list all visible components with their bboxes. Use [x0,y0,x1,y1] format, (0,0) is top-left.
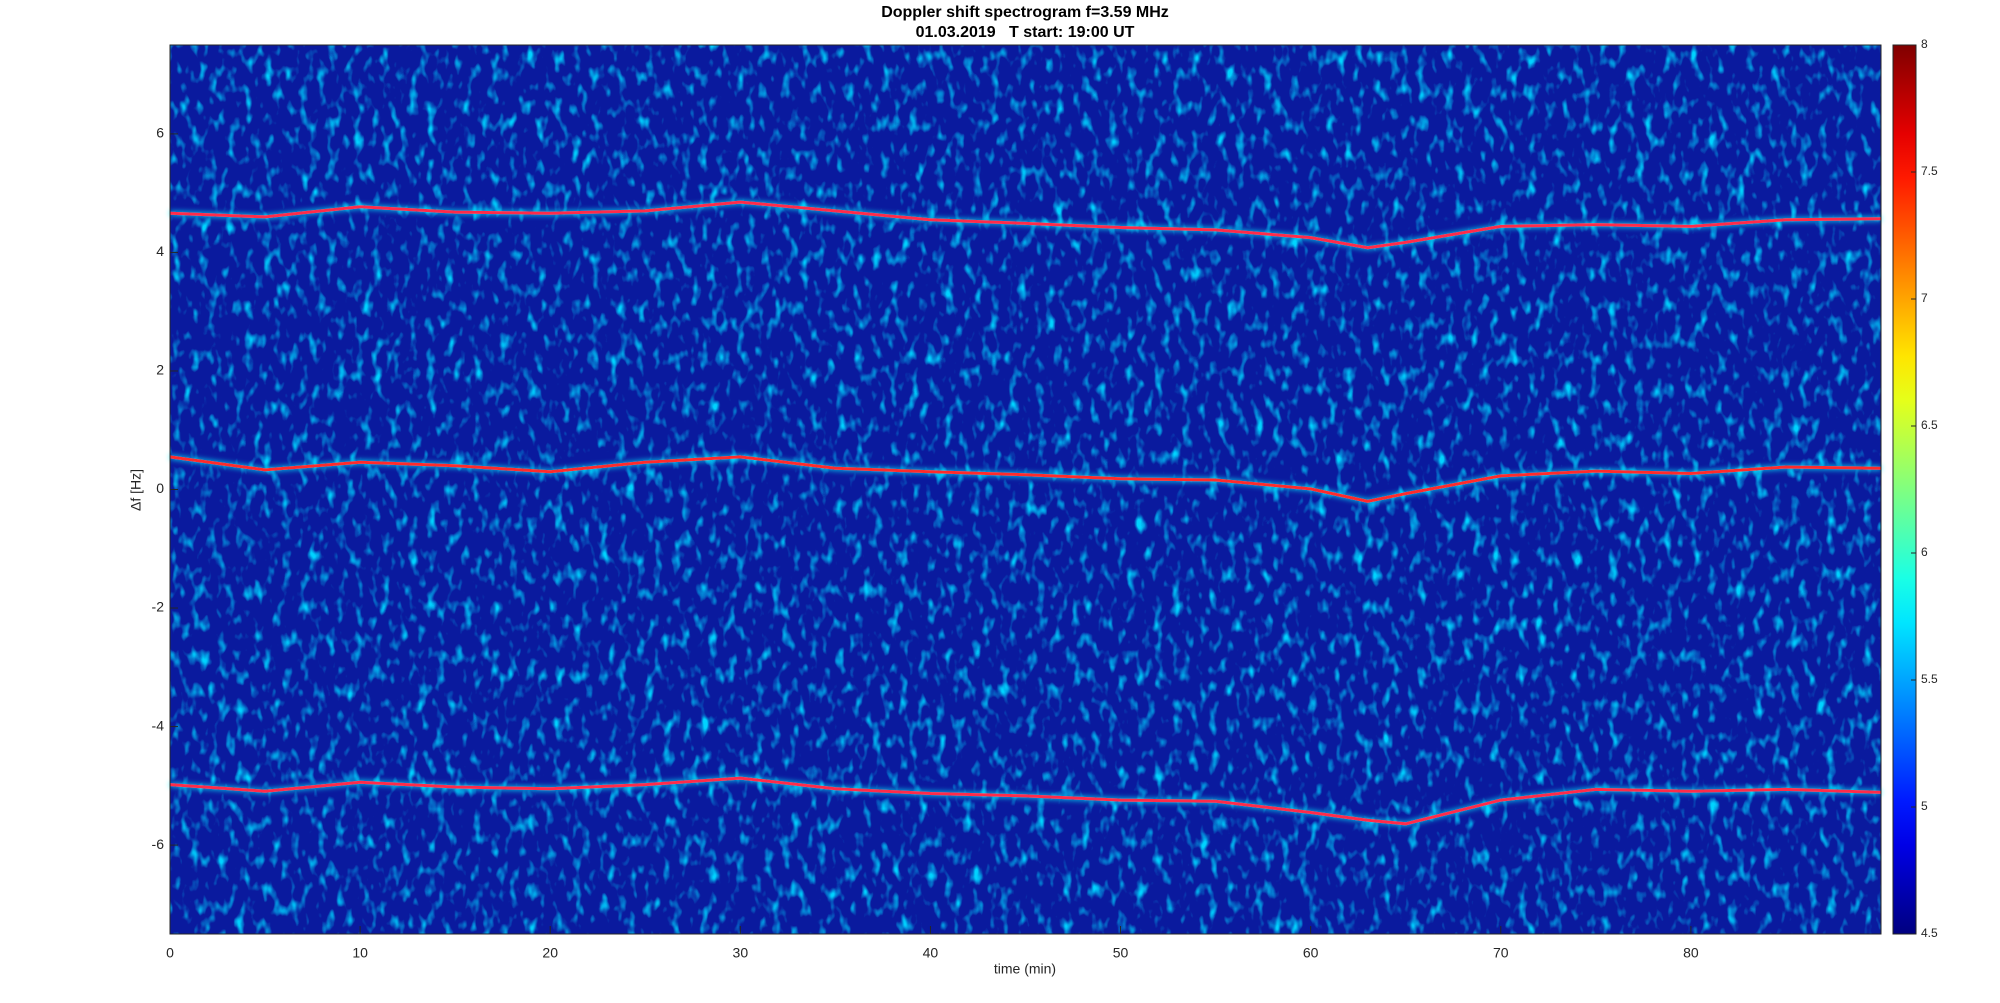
y-tick-label: 2 [156,362,164,378]
y-tick-label: -2 [152,599,165,615]
x-tick-label: 50 [1113,945,1129,961]
colorbar [1892,44,1917,935]
x-tick-label: 70 [1493,945,1509,961]
colorbar-tick-label: 7.5 [1921,164,1938,178]
y-tick-label: -4 [152,717,165,733]
x-tick-label: 60 [1303,945,1319,961]
chart-subtitle: 01.03.2019 T start: 19:00 UT [916,24,1135,41]
colorbar-tick-label: 7 [1921,291,1928,305]
x-tick-label: 80 [1683,945,1699,961]
chart-title: Doppler shift spectrogram f=3.59 MHz [881,4,1169,21]
y-axis-label: Δf [Hz] [128,469,144,511]
trace-line [169,776,1882,826]
x-tick-label: 20 [542,945,558,961]
colorbar-tick-label: 6 [1921,545,1928,559]
trace-line [169,455,1882,503]
trace-line [169,200,1882,250]
noise-texture [170,45,1881,934]
y-tick-label: 4 [156,243,164,259]
y-tick-label: 6 [156,125,164,141]
y-tick-label: 0 [156,480,164,496]
y-tick-label: -6 [152,836,165,852]
colorbar-tick-label: 5 [1921,799,1928,813]
x-tick-label: 30 [733,945,749,961]
colorbar-tick-label: 8 [1921,37,1928,51]
x-tick-label: 10 [352,945,368,961]
colorbar-tick-label: 6.5 [1921,418,1938,432]
colorbar-tick-label: 5.5 [1921,672,1938,686]
colorbar-tick-label: 4.5 [1921,926,1938,940]
x-tick-label: 40 [923,945,939,961]
x-tick-label: 0 [166,945,174,961]
x-axis-label: time (min) [994,961,1056,977]
